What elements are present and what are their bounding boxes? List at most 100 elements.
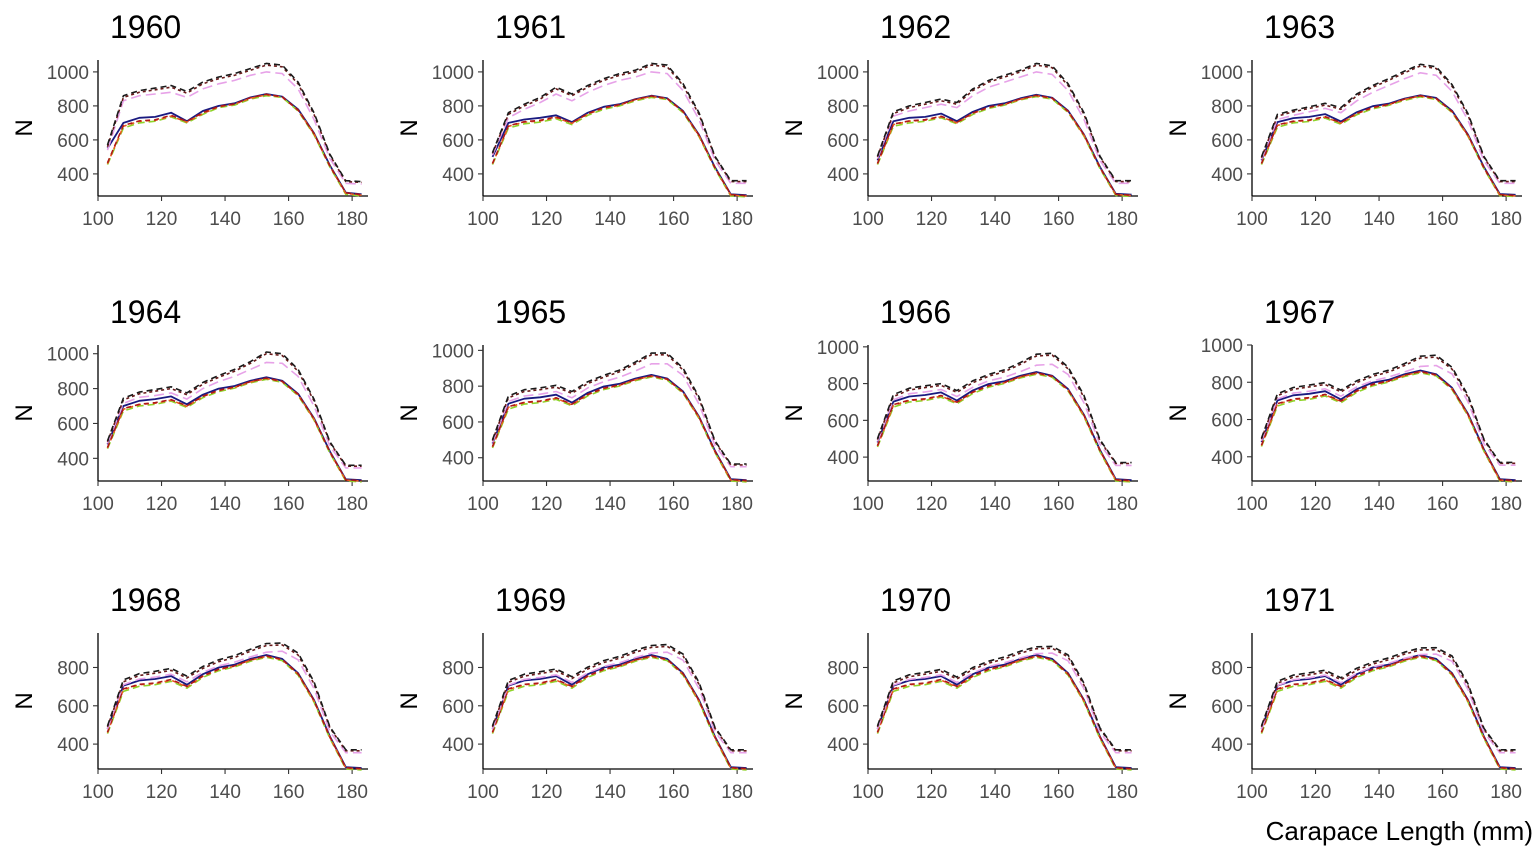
x-tick-label: 180 (336, 494, 368, 515)
y-tick-label: 600 (57, 697, 89, 718)
y-tick-label: 600 (442, 413, 474, 434)
y-tick-label: 400 (1211, 448, 1243, 469)
y-tick-label: 400 (827, 448, 859, 469)
series-line (876, 71, 1132, 185)
y-tick-label: 600 (442, 131, 474, 152)
y-tick-label: 800 (827, 375, 859, 396)
y-tick-label: 800 (827, 658, 859, 679)
series-line (1260, 655, 1516, 770)
series-line (106, 650, 362, 754)
y-axis-title: N (781, 119, 808, 136)
series-line (491, 95, 747, 197)
series-line (106, 352, 362, 468)
panel-title: 1962 (880, 9, 951, 45)
x-tick-label: 100 (852, 209, 884, 230)
series-line (491, 655, 747, 770)
y-tick-label: 1000 (47, 345, 89, 366)
y-axis-title: N (1165, 692, 1192, 709)
y-tick-label: 400 (1211, 165, 1243, 186)
panel-title: 1961 (495, 9, 566, 45)
series-line (106, 644, 362, 752)
x-tick-label: 100 (852, 782, 884, 803)
y-axis-title: N (396, 404, 423, 421)
x-tick-label: 120 (1300, 494, 1332, 515)
x-tick-label: 180 (1490, 782, 1522, 803)
series-line (876, 363, 1132, 467)
panel-title: 1965 (495, 294, 566, 330)
series-line (106, 62, 362, 183)
panel-title: 1967 (1264, 294, 1335, 330)
y-axis-title: N (11, 404, 38, 421)
y-tick-label: 600 (827, 411, 859, 432)
y-axis-title: N (396, 119, 423, 136)
panel-title: 1971 (1264, 582, 1335, 618)
y-tick-label: 600 (57, 131, 89, 152)
series-line (106, 94, 362, 196)
y-tick-label: 400 (57, 449, 89, 470)
series-line (106, 71, 362, 185)
x-tick-label: 120 (146, 209, 178, 230)
x-tick-label: 160 (1427, 209, 1459, 230)
series-line (491, 95, 747, 197)
y-axis-title: N (11, 692, 38, 709)
x-tick-label: 120 (531, 494, 563, 515)
y-tick-label: 800 (442, 97, 474, 118)
series-line (491, 374, 747, 482)
x-tick-label: 120 (146, 782, 178, 803)
series-line (1260, 356, 1516, 465)
x-tick-label: 160 (658, 494, 690, 515)
y-tick-label: 400 (442, 165, 474, 186)
x-tick-label: 180 (721, 494, 753, 515)
x-tick-label: 120 (916, 209, 948, 230)
y-tick-label: 1000 (1201, 63, 1243, 84)
x-tick-label: 100 (1236, 782, 1268, 803)
series-line (1260, 96, 1516, 198)
y-tick-label: 1000 (1201, 336, 1243, 357)
x-tick-label: 140 (979, 494, 1011, 515)
x-tick-label: 140 (979, 782, 1011, 803)
series-line (491, 62, 747, 182)
series-line (1260, 65, 1516, 183)
y-tick-label: 1000 (817, 338, 859, 359)
x-tick-label: 100 (1236, 494, 1268, 515)
y-tick-label: 400 (827, 165, 859, 186)
x-tick-label: 160 (658, 782, 690, 803)
series-line (491, 94, 747, 197)
x-tick-label: 180 (336, 209, 368, 230)
x-tick-label: 120 (146, 494, 178, 515)
x-axis-title: Carapace Length (mm) (1266, 816, 1533, 846)
series-line (491, 353, 747, 466)
panel-title: 1964 (110, 294, 181, 330)
x-tick-label: 140 (209, 209, 241, 230)
y-tick-label: 400 (442, 449, 474, 470)
x-tick-label: 160 (1043, 494, 1075, 515)
y-tick-label: 600 (827, 131, 859, 152)
x-tick-label: 120 (1300, 782, 1332, 803)
x-tick-label: 180 (336, 782, 368, 803)
series-line (876, 95, 1132, 198)
series-line (106, 642, 362, 751)
x-tick-label: 160 (273, 782, 305, 803)
panel-title: 1970 (880, 582, 951, 618)
series-line (876, 654, 1132, 769)
series-line (491, 362, 747, 468)
y-tick-label: 600 (1211, 131, 1243, 152)
x-tick-label: 100 (467, 494, 499, 515)
y-tick-label: 800 (442, 658, 474, 679)
x-tick-label: 100 (82, 494, 114, 515)
series-line (876, 62, 1132, 182)
series-line (1260, 72, 1516, 185)
series-line (1260, 354, 1516, 464)
x-tick-label: 120 (531, 209, 563, 230)
y-tick-label: 400 (57, 165, 89, 186)
x-tick-label: 160 (273, 494, 305, 515)
x-tick-label: 180 (1490, 494, 1522, 515)
y-tick-label: 600 (827, 697, 859, 718)
series-line (876, 94, 1132, 197)
x-tick-label: 140 (1363, 782, 1395, 803)
series-line (106, 93, 362, 196)
x-tick-label: 140 (1363, 494, 1395, 515)
x-tick-label: 160 (1427, 782, 1459, 803)
panel-title: 1960 (110, 9, 181, 45)
